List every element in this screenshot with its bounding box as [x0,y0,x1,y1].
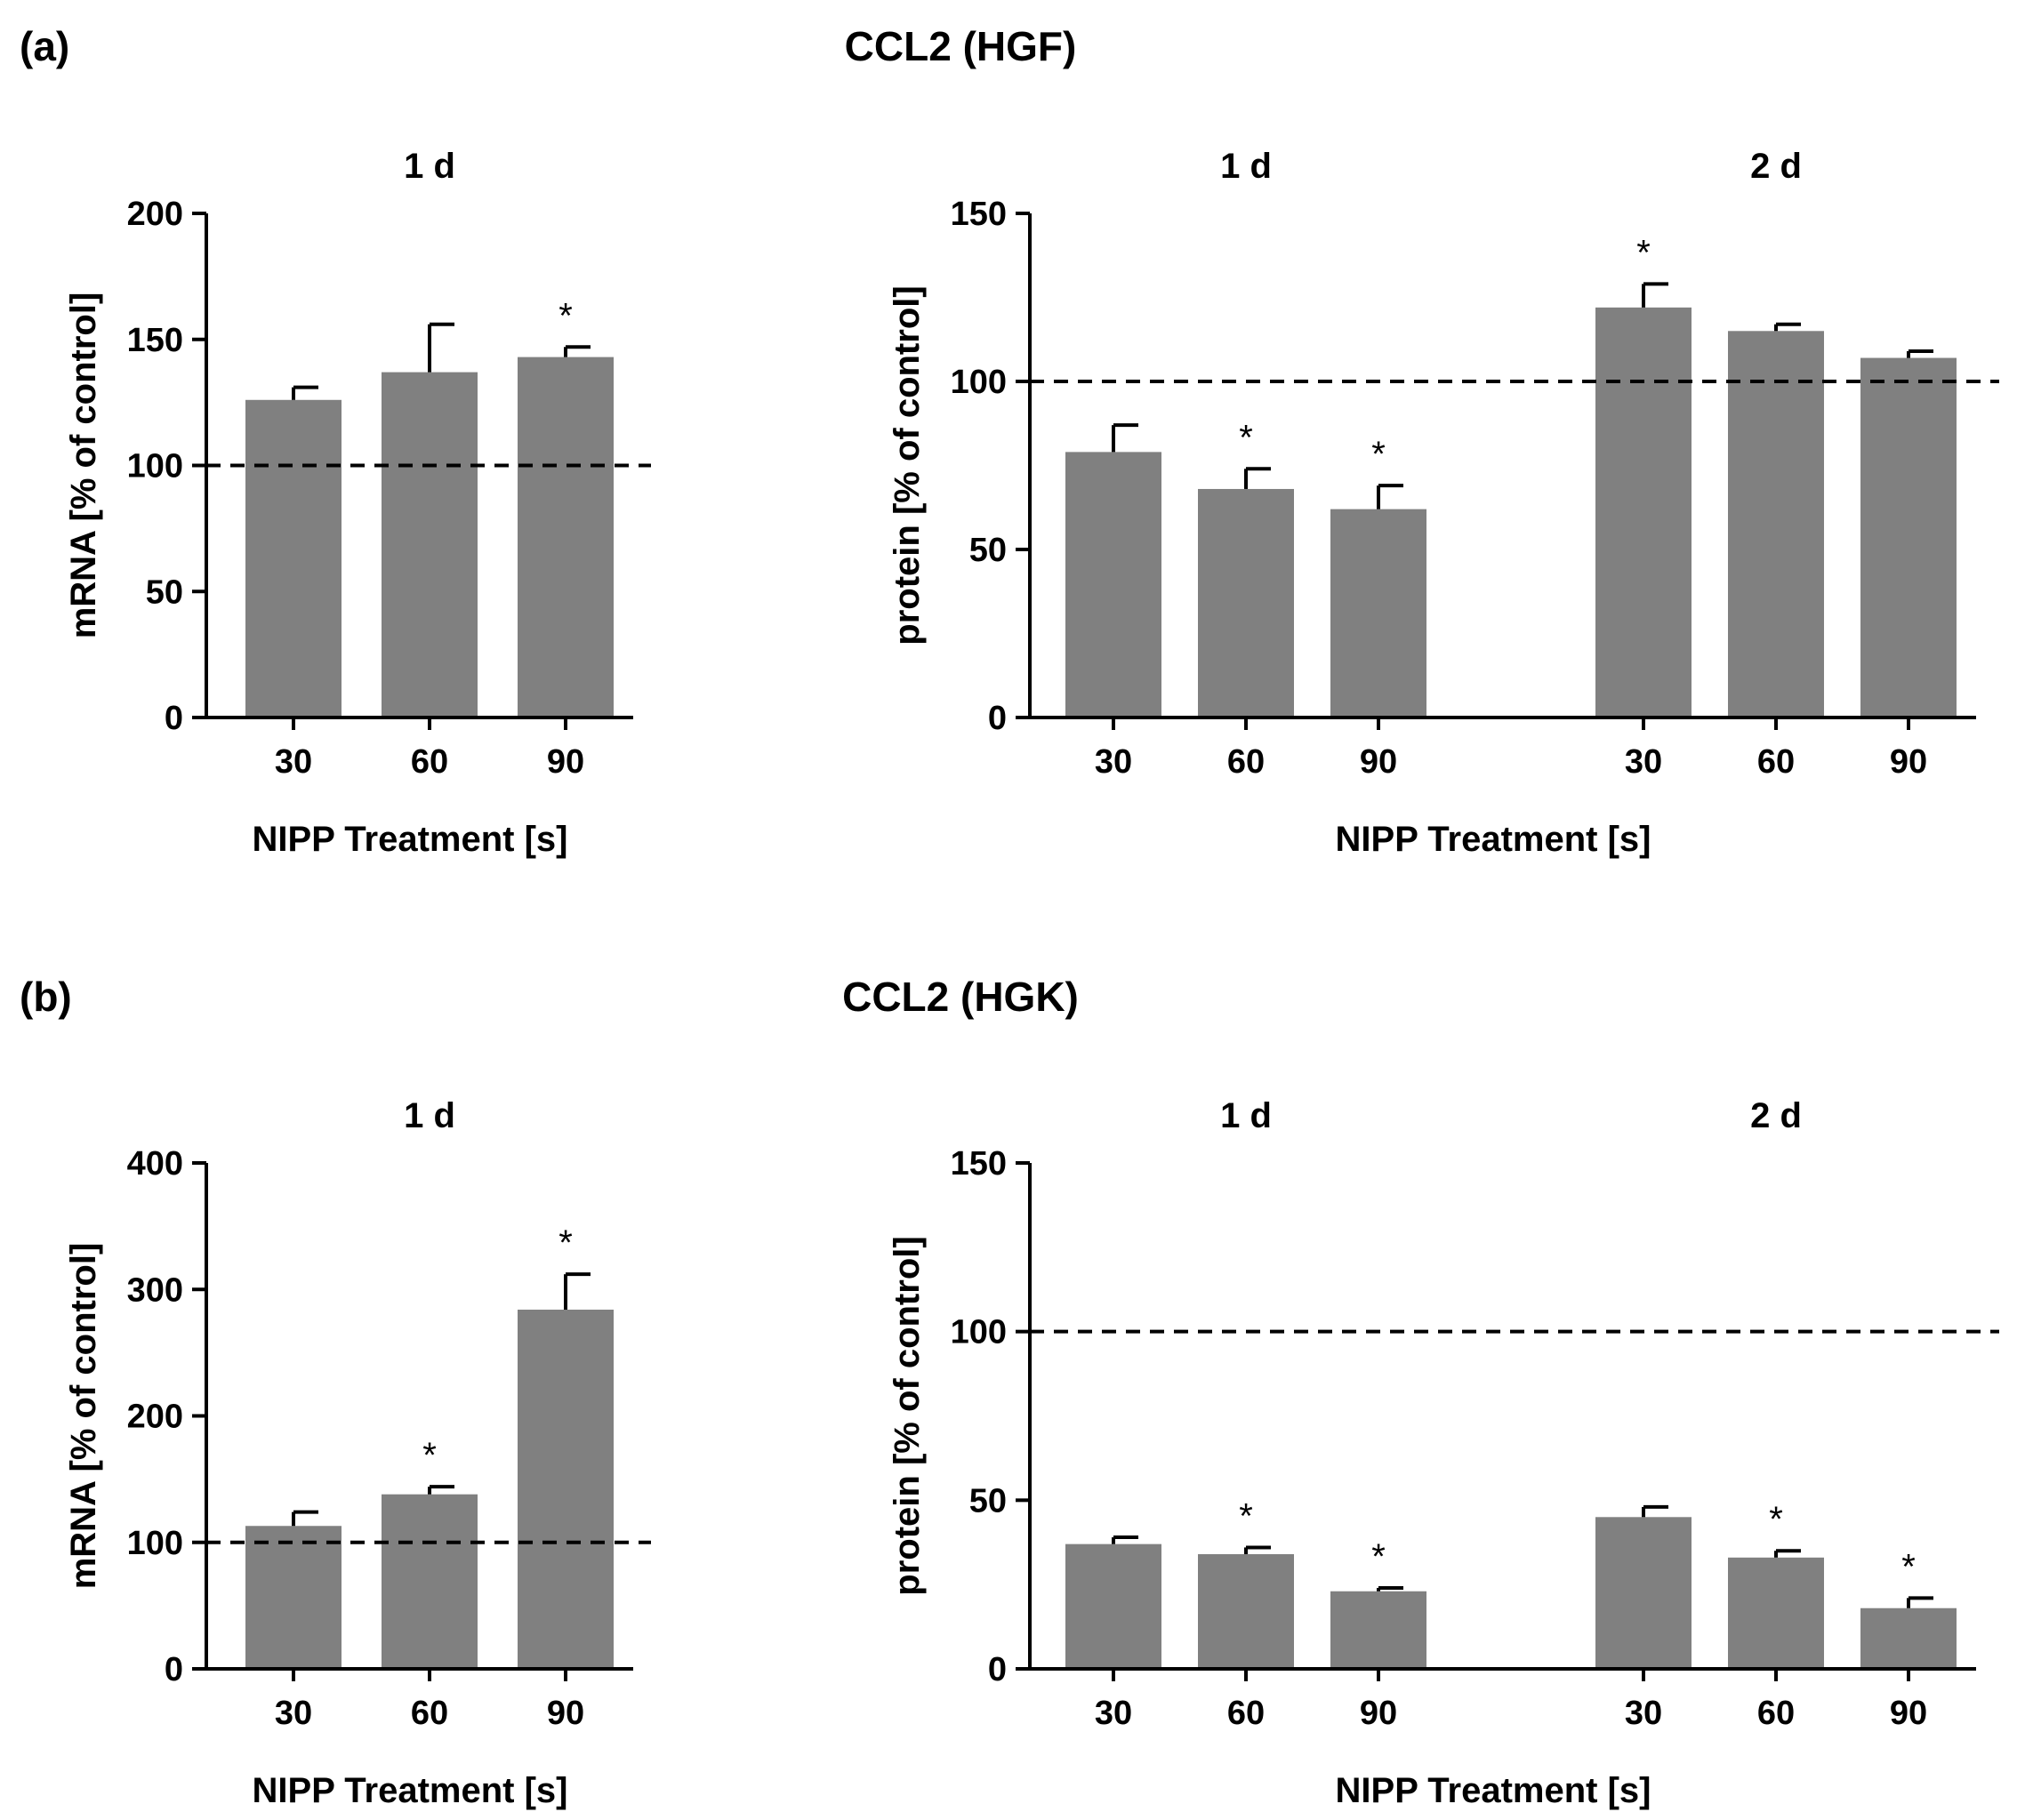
x-tick-label: 90 [1890,1695,1927,1732]
x-axis-title: NIPP Treatment [s] [253,820,568,859]
x-tick-label: 30 [1625,1695,1662,1732]
x-tick-label: 90 [547,1695,584,1732]
y-tick-label: 150 [951,196,1007,233]
y-tick-label: 400 [127,1145,183,1183]
group-title: 1 d [404,1096,455,1135]
figure-title-a: CCL2 (HGF) [845,23,1077,69]
x-tick-label: 90 [1360,1695,1397,1732]
y-tick-label: 100 [127,448,183,485]
significance-star: * [1901,1547,1916,1586]
group-title: 1 d [1220,147,1272,186]
bar-b-protein-g0-90 [1330,1591,1426,1669]
x-tick-label: 90 [1890,743,1927,781]
x-tick-label: 30 [1625,743,1662,781]
figure-title-b: CCL2 (HGK) [842,974,1079,1020]
significance-star: * [558,1223,573,1263]
x-tick-label: 30 [275,743,312,781]
y-axis-title: mRNA [% of control] [64,293,103,639]
y-axis-title: mRNA [% of control] [64,1243,103,1590]
chart-b-mrna: 30 * 60 * 90 0 100 200 300 400 1 d NIPP Treatment [… [64,1096,651,1810]
y-tick-label: 150 [951,1145,1007,1183]
bar-b-protein-g0-30 [1065,1543,1161,1669]
group-title: 2 d [1750,1096,1802,1135]
y-tick-label: 0 [165,700,183,737]
group-title: 1 d [404,147,455,186]
bar-b-protein-g0-60 [1198,1554,1294,1669]
x-tick-label: 30 [275,1695,312,1732]
bar-a-mrna-g0-30 [245,399,342,718]
y-tick-label: 200 [127,1399,183,1436]
y-tick-label: 150 [127,322,183,359]
chart-b-protein: 30 * 60 * 90 30 * 60 * 90 0 50 100 150 1 d 2 d NIPP Trea… [888,1096,1999,1810]
bar-a-mrna-g0-60 [382,372,478,718]
x-tick-label: 60 [1757,743,1795,781]
y-tick-label: 50 [969,1482,1007,1519]
bar-b-mrna-g0-90 [518,1310,614,1669]
significance-star: * [558,296,573,335]
bar-a-mrna-g0-90 [518,357,614,718]
y-tick-label: 300 [127,1271,183,1309]
y-axis-title: protein [% of control] [888,285,927,645]
bar-b-mrna-g0-60 [382,1494,478,1669]
y-tick-label: 50 [146,573,183,611]
panel-label-a: (a) [20,23,69,69]
significance-star: * [1636,233,1651,272]
y-tick-label: 100 [951,364,1007,401]
chart-a-protein: 30 * 60 * 90 * 30 60 90 0 50 100 150 1 d 2 d NIPP Treat… [888,147,1999,859]
x-axis-title: NIPP Treatment [s] [1336,1771,1651,1810]
significance-star: * [1371,435,1386,474]
y-tick-label: 50 [969,532,1007,569]
y-tick-label: 100 [951,1314,1007,1351]
x-tick-label: 30 [1095,1695,1132,1732]
bar-b-protein-g1-30 [1595,1517,1692,1669]
significance-star: * [422,1436,437,1475]
x-tick-label: 30 [1095,743,1132,781]
bar-a-protein-g0-60 [1198,488,1294,718]
y-tick-label: 100 [127,1525,183,1562]
bar-a-protein-g1-60 [1728,331,1824,718]
significance-star: * [1239,418,1253,457]
x-tick-label: 60 [1227,743,1265,781]
chart-a-mrna: 30 60 * 90 0 50 100 150 200 1 d NIPP Treatment [s]… [64,147,651,859]
panel-label-b: (b) [20,974,72,1020]
significance-star: * [1371,1537,1386,1576]
x-tick-label: 60 [411,1695,448,1732]
y-tick-label: 0 [988,700,1007,737]
bar-b-protein-g1-90 [1860,1608,1957,1669]
group-title: 1 d [1220,1096,1272,1135]
bar-a-protein-g0-30 [1065,452,1161,718]
x-tick-label: 60 [1757,1695,1795,1732]
y-tick-label: 0 [988,1651,1007,1688]
y-axis-title: protein [% of control] [888,1236,927,1595]
bar-a-protein-g0-90 [1330,509,1426,718]
y-tick-label: 0 [165,1651,183,1688]
y-tick-label: 200 [127,196,183,233]
bar-b-protein-g1-60 [1728,1557,1824,1669]
group-title: 2 d [1750,147,1802,186]
x-tick-label: 90 [547,743,584,781]
x-tick-label: 90 [1360,743,1397,781]
bar-a-protein-g1-90 [1860,357,1957,718]
x-tick-label: 60 [1227,1695,1265,1732]
significance-star: * [1769,1500,1783,1539]
bar-b-mrna-g0-30 [245,1526,342,1669]
x-axis-title: NIPP Treatment [s] [1336,820,1651,859]
x-axis-title: NIPP Treatment [s] [253,1771,568,1810]
significance-star: * [1239,1496,1253,1535]
x-tick-label: 60 [411,743,448,781]
bar-a-protein-g1-30 [1595,307,1692,718]
